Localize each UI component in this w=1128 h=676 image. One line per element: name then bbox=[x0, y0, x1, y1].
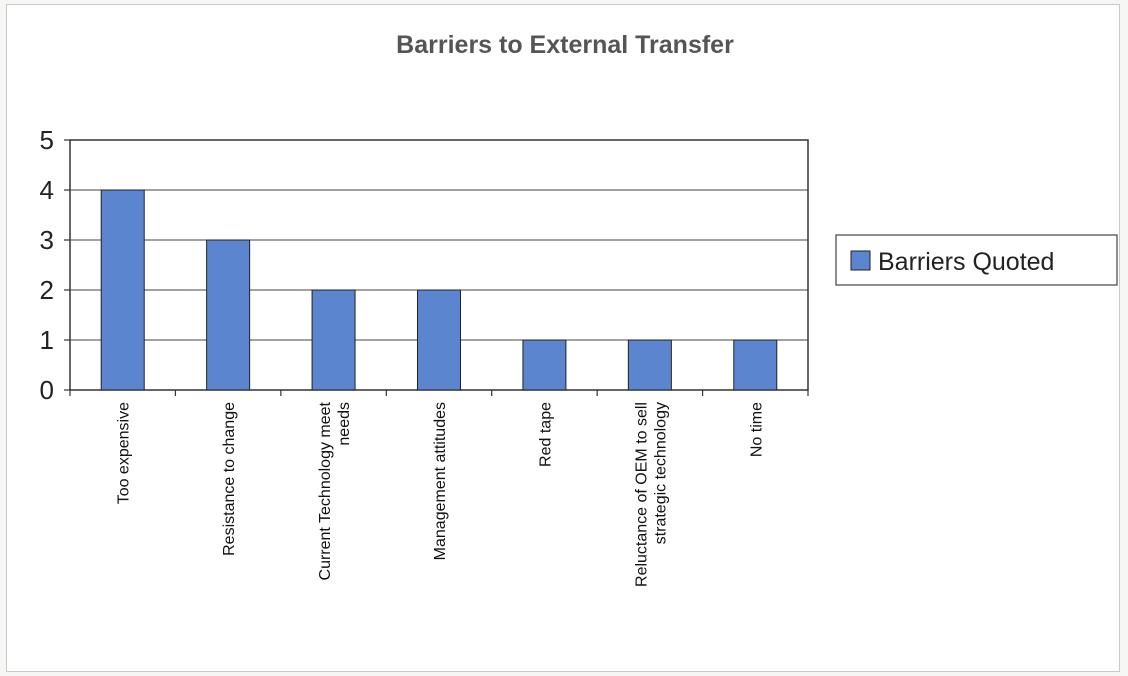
y-tick-label: 2 bbox=[40, 275, 54, 305]
x-tick-label: Resistance to change bbox=[221, 402, 238, 556]
x-tick-label: Management attitudes bbox=[432, 402, 449, 560]
x-axis: Too expensive Resistance to change Current… bbox=[69, 390, 809, 587]
legend-swatch bbox=[850, 250, 871, 271]
bar bbox=[522, 339, 567, 391]
x-tick-label: needs bbox=[336, 402, 353, 446]
x-tick-label: Red tape bbox=[537, 402, 554, 467]
bar bbox=[311, 289, 356, 391]
y-axis: 0 1 2 3 4 5 bbox=[40, 125, 70, 405]
x-tick-label: No time bbox=[748, 402, 765, 457]
x-tick-label: strategic technology bbox=[652, 402, 669, 544]
bar bbox=[417, 289, 461, 391]
bar bbox=[100, 189, 145, 391]
y-tick-label: 4 bbox=[40, 175, 54, 205]
x-tick-label: Current Technology meet bbox=[317, 401, 334, 580]
legend-box bbox=[835, 234, 1118, 286]
y-tick-label: 1 bbox=[40, 325, 54, 355]
y-tick-label: 5 bbox=[40, 125, 54, 155]
y-tick-label: 0 bbox=[40, 375, 54, 405]
y-tick-label: 3 bbox=[40, 225, 54, 255]
legend: Barriers Quoted bbox=[835, 234, 1118, 286]
legend-label: Barriers Quoted bbox=[878, 248, 1054, 276]
bars bbox=[100, 189, 778, 391]
bar bbox=[627, 339, 672, 391]
x-tick-label: Too expensive bbox=[116, 402, 133, 504]
bar bbox=[733, 339, 778, 391]
x-tick-label: Reluctance of OEM to sell bbox=[633, 402, 650, 587]
chart-title: Barriers to External Transfer bbox=[396, 31, 734, 59]
bar bbox=[206, 239, 251, 391]
